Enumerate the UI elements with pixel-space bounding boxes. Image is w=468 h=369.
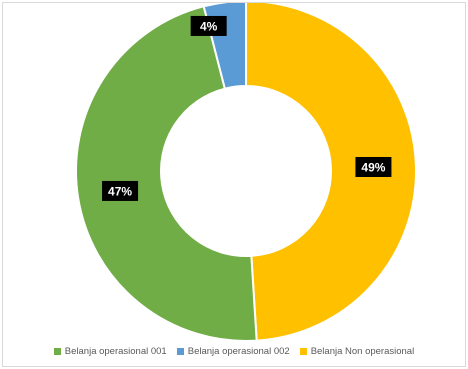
donut-slice-operasional-001 [74,5,258,343]
legend-label-operasional-002: Belanja operasional 002 [187,346,290,357]
data-label-box-non-operasional [355,156,392,177]
legend-item-operasional-002: Belanja operasional 002 [176,346,290,357]
data-label-text-operasional-002: 4% [200,19,218,33]
legend-label-operasional-001: Belanja operasional 001 [64,346,167,357]
legend-swatch-non-operasional [299,348,307,355]
data-label-operasional-002: 4% [190,15,227,36]
legend-swatch-operasional-002 [176,348,184,355]
legend-item-non-operasional: Belanja Non operasional [299,346,415,357]
legend-item-operasional-001: Belanja operasional 001 [53,346,167,357]
legend-swatch-operasional-001 [53,348,61,355]
data-label-box-operasional-002 [190,15,227,36]
legend-label-non-operasional: Belanja Non operasional [310,346,415,357]
data-label-non-operasional: 49% [355,156,392,177]
data-label-text-non-operasional: 49% [361,160,385,174]
data-label-text-operasional-001: 47% [108,184,132,198]
donut-chart: 49% 47% 4% [74,3,418,343]
chart-legend: Belanja operasional 001 Belanja operasio… [0,346,468,357]
data-label-box-operasional-001 [102,180,139,201]
donut-slice-non-operasional [245,3,418,342]
data-label-operasional-001: 47% [102,180,139,201]
